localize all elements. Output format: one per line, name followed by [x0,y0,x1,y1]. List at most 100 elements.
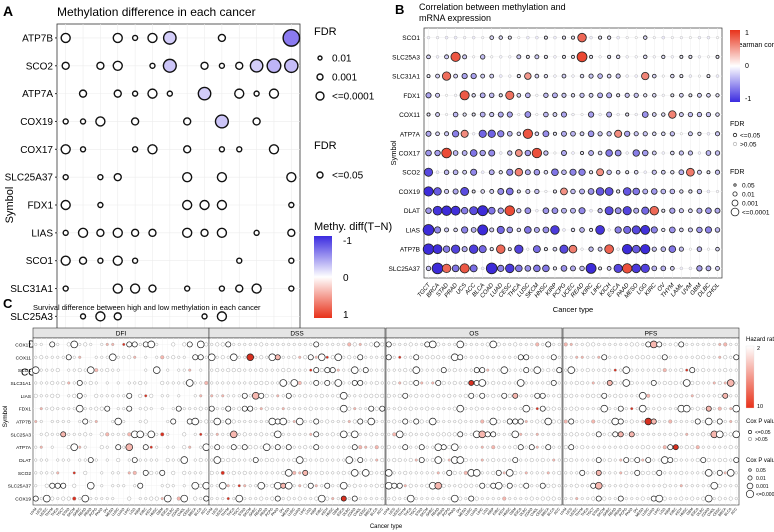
data-point [443,169,450,175]
data-point [552,246,558,252]
data-point [508,368,512,372]
data-point [441,147,452,159]
data-point [78,256,88,265]
legend-size-label: 0.05 [756,468,766,474]
data-point [155,355,159,359]
data-point [479,367,486,374]
data-point [569,458,574,463]
data-point [199,420,203,424]
data-point [557,355,561,359]
data-point [458,394,462,398]
data-point [296,417,304,426]
data-point [641,206,650,215]
data-point [552,368,556,372]
data-point [661,74,665,78]
data-point [657,393,662,398]
data-point [679,355,683,359]
data-point [541,471,545,475]
data-point [380,483,385,488]
data-point [320,432,324,436]
x-tick-label: KIRC [315,507,324,516]
data-point [50,420,54,424]
data-point [723,342,728,347]
data-point [442,471,446,475]
y-tick-label: SLC25A37 [5,173,54,184]
data-point [188,471,192,475]
data-point [484,431,491,438]
data-point [596,393,601,398]
data-point [552,394,556,398]
data-point [116,471,120,475]
data-point [613,355,617,359]
data-point [197,86,212,101]
data-point [606,73,612,79]
data-point [231,470,236,475]
data-point [685,368,689,372]
data-point [516,227,522,233]
data-point [403,380,408,385]
data-point [684,445,689,450]
data-point [104,405,111,412]
data-point [486,368,490,372]
data-point [319,393,324,398]
data-point [441,205,452,216]
x-tick-label: OV [633,507,640,514]
legend-size-label: 0.001 [742,201,759,208]
data-point [522,128,533,139]
data-point [176,496,181,501]
data-point [651,112,657,117]
data-point [688,36,692,40]
data-point [608,471,612,475]
data-point [501,392,508,399]
data-point [705,207,712,214]
data-point [77,368,82,373]
data-point [459,263,470,274]
data-point [292,470,297,475]
data-point [712,471,716,475]
data-point [331,471,335,475]
data-point [105,445,109,449]
data-point [342,445,346,449]
data-point [580,497,584,501]
data-point [398,445,402,449]
data-point [505,263,515,274]
data-point [514,149,523,157]
data-point [530,484,534,488]
data-point [303,458,308,463]
data-point [552,266,557,271]
data-point [552,131,557,136]
data-point [594,481,603,490]
data-point [728,432,733,437]
data-point [325,419,330,424]
data-point [613,342,617,346]
data-point [586,420,590,424]
data-point [197,340,205,349]
data-point [434,481,443,490]
data-point [723,471,727,475]
data-point [105,458,109,462]
legend-size-symbol [316,73,324,81]
data-point [505,90,515,100]
data-point [564,497,568,501]
data-point [198,406,203,411]
data-point [606,380,613,386]
data-point [276,471,280,475]
data-point [622,187,632,196]
data-point [61,355,65,359]
data-point [253,380,258,385]
data-point [616,93,621,98]
data-point [452,111,459,118]
data-point [112,255,123,266]
data-point [170,418,177,425]
x-tick-label: UCS [211,507,219,516]
data-point [442,407,446,411]
data-point [646,445,651,450]
data-point [434,149,441,157]
y-tick-label: SLC31A1 [10,381,31,387]
data-point [153,366,161,374]
data-point [164,494,172,503]
data-point [668,497,672,501]
data-point [575,445,579,449]
data-point [60,482,67,489]
data-point [534,392,541,399]
